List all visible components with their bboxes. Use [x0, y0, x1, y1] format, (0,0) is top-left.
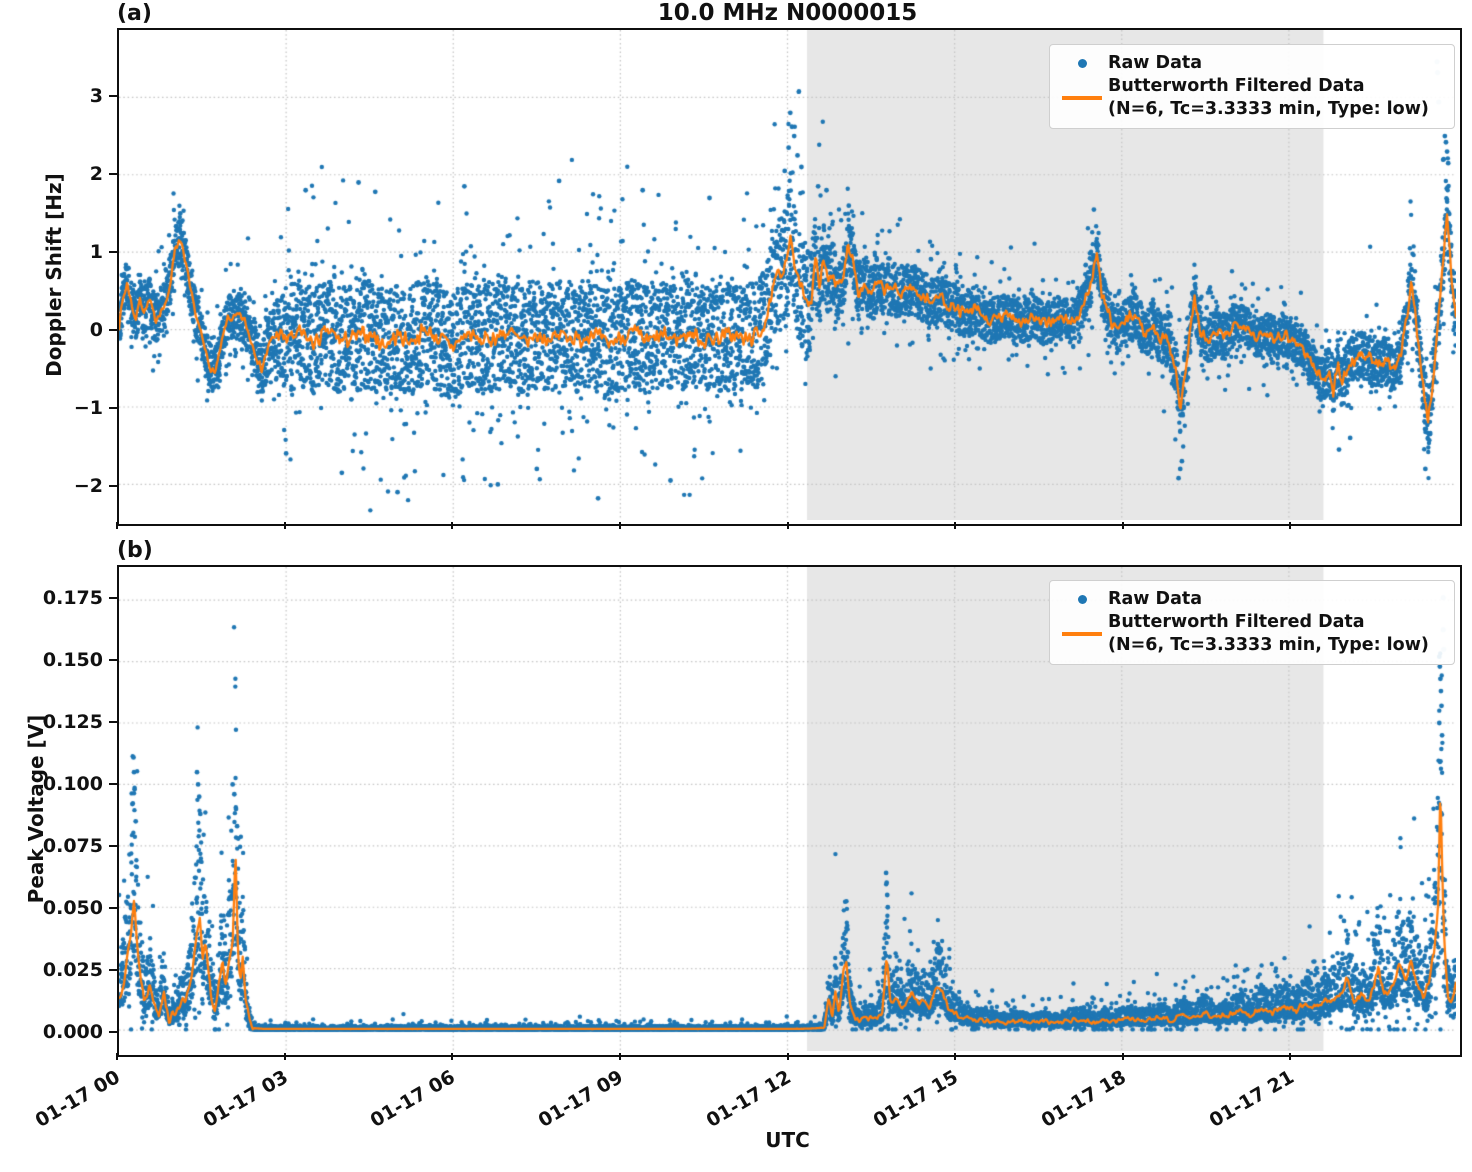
legend-raw-row: Raw Data — [1056, 52, 1444, 75]
x-tick-mark — [618, 522, 621, 529]
legend-raw-label: Raw Data — [1108, 589, 1203, 609]
x-tick-mark — [451, 1053, 454, 1060]
legend-filtered-label: Butterworth Filtered Data (N=6, Tc=3.333… — [1108, 76, 1429, 119]
x-tick-label: 01-17 15 — [869, 1066, 963, 1132]
panel-b-label: (b) — [117, 538, 153, 563]
y-tick-label: 0.150 — [42, 649, 103, 672]
y-tick-label: −1 — [73, 397, 103, 420]
x-tick-mark — [116, 1053, 118, 1060]
x-tick-mark — [786, 522, 789, 529]
x-axis-label: UTC — [765, 1128, 810, 1152]
legend-filtered-row: Butterworth Filtered Data (N=6, Tc=3.333… — [1056, 611, 1444, 657]
x-tick-mark — [1121, 1053, 1124, 1060]
y-tick-mark — [109, 721, 117, 724]
legend-filtered-row: Butterworth Filtered Data (N=6, Tc=3.333… — [1056, 75, 1444, 121]
y-tick-label: 0.025 — [42, 959, 103, 981]
y-tick-mark — [109, 1030, 117, 1033]
x-tick-mark — [618, 1053, 621, 1060]
y-tick-mark — [109, 250, 117, 253]
x-tick-mark — [954, 522, 957, 529]
x-tick-label: 01-17 09 — [534, 1066, 627, 1132]
filtered-line-icon — [1056, 632, 1108, 636]
y-tick-mark — [109, 845, 117, 848]
y-tick-mark — [109, 407, 117, 410]
y-tick-mark — [109, 172, 117, 175]
y-tick-mark — [109, 659, 117, 662]
y-tick-label: 1 — [89, 240, 103, 263]
x-tick-label: 01-17 03 — [199, 1066, 292, 1132]
x-tick-label: 01-17 21 — [1205, 1066, 1298, 1132]
panel-a-label: (a) — [117, 1, 152, 26]
filtered-line-icon — [1056, 96, 1108, 100]
plot-a-legend: Raw Data Butterworth Filtered Data (N=6,… — [1049, 44, 1455, 129]
y-tick-mark — [109, 969, 117, 971]
plot-b-legend: Raw Data Butterworth Filtered Data (N=6,… — [1049, 580, 1455, 665]
y-tick-mark — [109, 94, 117, 97]
y-tick-label: 0.075 — [42, 835, 103, 858]
y-tick-mark — [109, 783, 117, 786]
x-tick-mark — [1289, 1053, 1292, 1060]
x-tick-label: 01-17 06 — [366, 1066, 460, 1132]
y-tick-label: 0.000 — [42, 1020, 103, 1043]
x-tick-mark — [786, 1053, 789, 1060]
x-tick-label: 01-17 00 — [31, 1066, 124, 1132]
raw-data-dot-icon — [1056, 59, 1108, 68]
y-tick-label: 3 — [89, 84, 103, 107]
figure-title: 10.0 MHz N0000015 — [657, 0, 918, 26]
x-tick-mark — [1289, 522, 1292, 529]
x-tick-mark — [1121, 522, 1124, 529]
y-tick-label: −2 — [73, 475, 103, 498]
legend-raw-label: Raw Data — [1108, 53, 1203, 73]
x-tick-mark — [283, 522, 286, 529]
y-tick-label: 0.100 — [42, 773, 103, 796]
y-tick-mark — [109, 329, 117, 332]
y-tick-label: 0.175 — [42, 587, 103, 610]
y-tick-label: 0 — [89, 319, 103, 342]
x-tick-mark — [451, 522, 454, 529]
y-tick-mark — [109, 907, 117, 910]
raw-data-dot-icon — [1056, 595, 1108, 604]
x-tick-mark — [283, 1053, 286, 1060]
x-tick-label: 01-17 18 — [1037, 1066, 1130, 1132]
y-tick-label: 0.125 — [42, 711, 103, 734]
legend-filtered-label: Butterworth Filtered Data (N=6, Tc=3.333… — [1108, 612, 1429, 655]
y-tick-label: 2 — [89, 162, 103, 185]
x-tick-mark — [116, 522, 118, 529]
legend-raw-row: Raw Data — [1056, 588, 1444, 611]
x-tick-mark — [954, 1053, 957, 1060]
y-tick-mark — [109, 485, 117, 488]
y-tick-mark — [109, 597, 117, 600]
y-tick-label: 0.050 — [42, 897, 103, 920]
x-tick-label: 01-17 12 — [702, 1066, 795, 1132]
